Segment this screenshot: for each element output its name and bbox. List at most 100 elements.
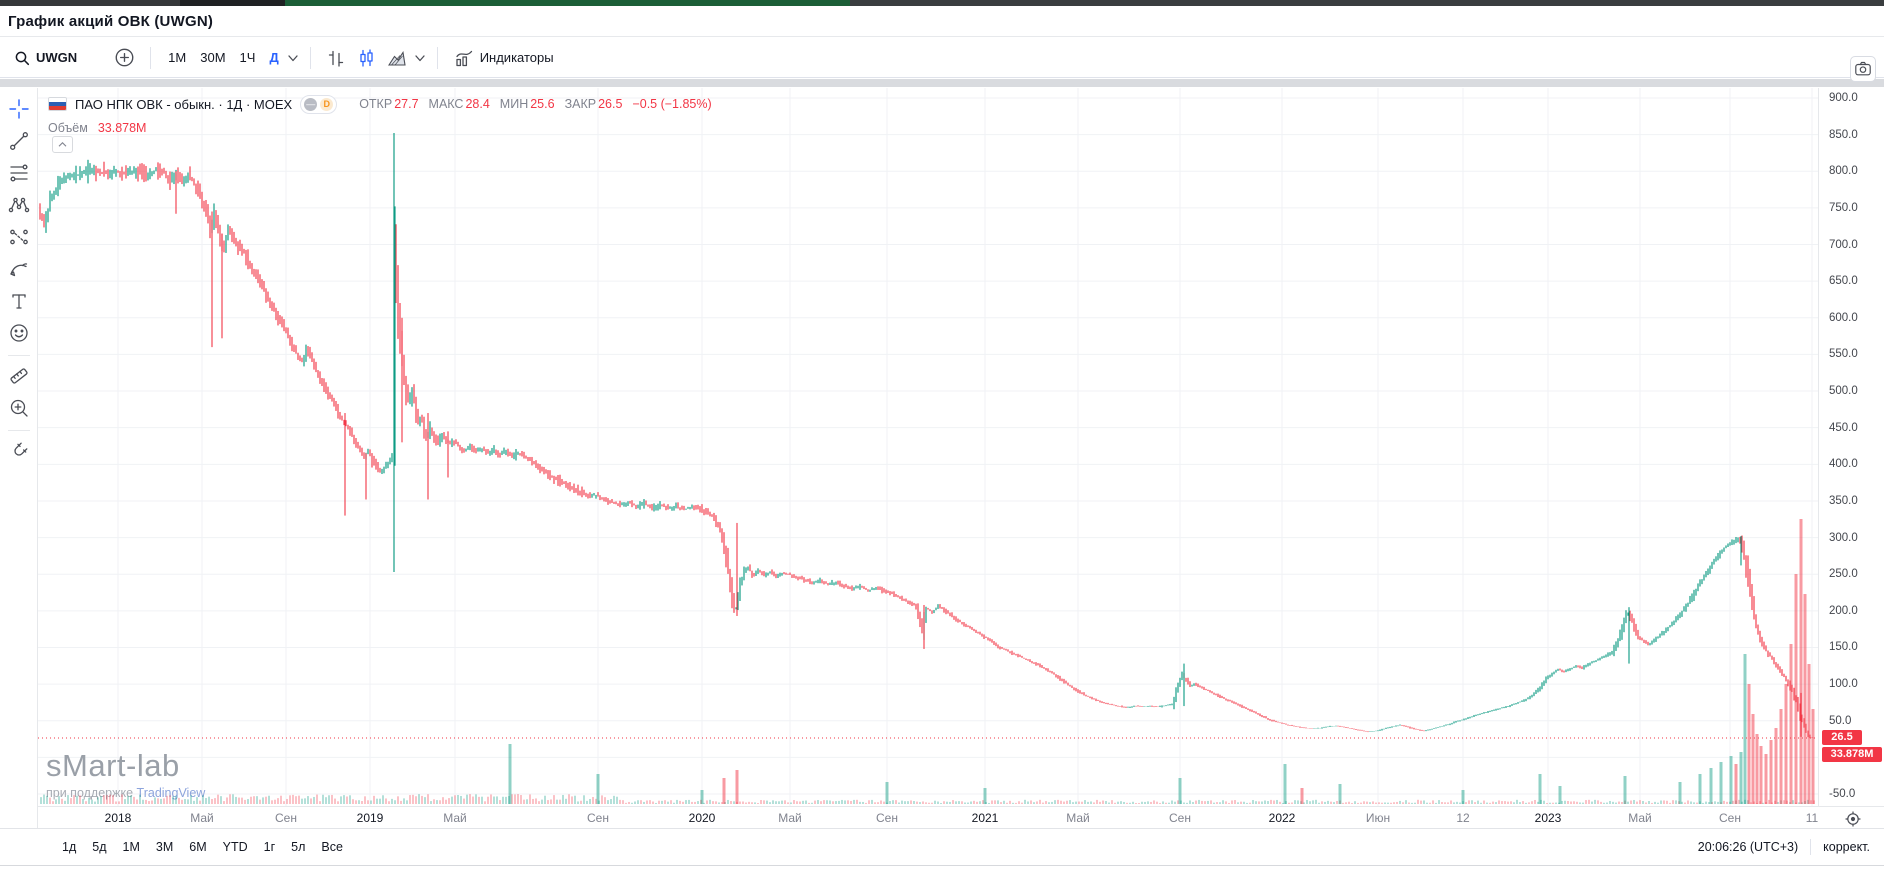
adjusted-toggle[interactable]: коррект. bbox=[1823, 840, 1870, 854]
time-tick: Сен bbox=[275, 811, 297, 825]
interval-pill[interactable]: — D bbox=[300, 94, 338, 114]
range-button-5d[interactable]: 5д bbox=[92, 840, 107, 854]
range-button-1d[interactable]: 1д bbox=[62, 840, 77, 854]
tf-button-1m[interactable]: 1М bbox=[168, 50, 187, 65]
range-button-1m[interactable]: 1М bbox=[122, 840, 140, 854]
time-axis-settings-button[interactable] bbox=[1844, 810, 1862, 828]
price-tick: 900.0 bbox=[1829, 92, 1858, 104]
brush-icon bbox=[9, 263, 27, 277]
chart-toolbar: UWGN 1М 30М 1Ч Д bbox=[0, 38, 1884, 82]
tf-button-30m[interactable]: 30М bbox=[200, 50, 226, 65]
style-candles-button[interactable] bbox=[351, 45, 381, 71]
clock[interactable]: 20:06:26 (UTC+3) bbox=[1697, 840, 1799, 854]
range-button-all[interactable]: Все bbox=[321, 840, 343, 854]
time-tick: Май bbox=[1628, 811, 1652, 825]
price-tick: 50.0 bbox=[1829, 714, 1852, 727]
indicators-icon bbox=[456, 50, 472, 66]
tool-crosshair-button[interactable] bbox=[4, 94, 34, 124]
price-tick: 350.0 bbox=[1829, 494, 1858, 507]
price-tick: 850.0 bbox=[1829, 128, 1858, 141]
timeframe-menu-button[interactable] bbox=[286, 49, 300, 67]
tf-button-1d[interactable]: Д bbox=[269, 50, 279, 65]
style-area-button[interactable] bbox=[381, 45, 413, 71]
time-tick: Сен bbox=[587, 811, 609, 825]
pane-collapse-button[interactable] bbox=[52, 136, 73, 153]
time-tick: 2022 bbox=[1268, 811, 1296, 825]
symbol-search-button[interactable]: UWGN bbox=[8, 46, 83, 70]
time-axis[interactable]: 2018 Май Сен 2019 Май Сен 2020 Май Сен 2021 Май Сен… bbox=[0, 806, 1884, 829]
time-tick: Сен bbox=[1719, 811, 1741, 825]
chart-style-group bbox=[321, 45, 427, 71]
price-tick: 300.0 bbox=[1829, 531, 1858, 544]
tool-measure-button[interactable] bbox=[4, 361, 34, 391]
screenshot-button[interactable] bbox=[1850, 56, 1876, 82]
strip-segment bbox=[0, 0, 180, 6]
style-menu-button[interactable] bbox=[413, 49, 427, 67]
horizontal-scrollbar[interactable] bbox=[0, 79, 1884, 87]
russia-flag-icon bbox=[48, 97, 67, 111]
drawing-toolbar bbox=[0, 88, 38, 828]
minus-icon: — bbox=[304, 97, 318, 111]
tool-pattern-button[interactable] bbox=[4, 190, 34, 220]
tool-brush-button[interactable] bbox=[4, 254, 34, 284]
trend-line-icon bbox=[9, 132, 28, 150]
gear-icon bbox=[1845, 811, 1861, 827]
time-tick: Сен bbox=[1169, 811, 1191, 825]
strip-segment bbox=[850, 0, 1884, 6]
time-tick: Май bbox=[190, 811, 214, 825]
sidebar-divider bbox=[7, 355, 30, 356]
style-bars-button[interactable] bbox=[321, 45, 351, 71]
range-button-1y[interactable]: 1г bbox=[263, 840, 276, 854]
tool-fib-button[interactable] bbox=[4, 158, 34, 188]
toolbar-separator bbox=[150, 46, 152, 69]
tool-zoom-in-button[interactable] bbox=[4, 393, 34, 423]
instrument-title[interactable]: ПАО НПК ОВК - обыкн. · 1Д · MOEX bbox=[75, 96, 293, 112]
browser-edge-strip bbox=[0, 0, 1884, 6]
candles-icon bbox=[360, 48, 373, 67]
time-tick: 2018 bbox=[104, 811, 132, 825]
volume-label[interactable]: Объём bbox=[48, 121, 88, 135]
tool-text-button[interactable] bbox=[4, 286, 34, 316]
time-tick: 2020 bbox=[688, 811, 716, 825]
title-bar: График акций ОВК (UWGN) bbox=[0, 6, 1884, 37]
ohlc-low: МИН 25.6 bbox=[499, 97, 555, 111]
ruler-icon bbox=[9, 368, 28, 384]
range-button-ytd[interactable]: YTD bbox=[222, 840, 248, 854]
price-tick: 250.0 bbox=[1829, 568, 1858, 581]
time-tick: Сен bbox=[876, 811, 898, 825]
volume-row: Объём 33.878M bbox=[48, 119, 712, 137]
range-button-6m[interactable]: 6М bbox=[189, 840, 207, 854]
symbol-label: UWGN bbox=[36, 50, 78, 65]
price-tick: -50.0 bbox=[1829, 788, 1856, 800]
tool-forecast-button[interactable] bbox=[4, 222, 34, 252]
time-tick: Май bbox=[778, 811, 802, 825]
area-chart-icon bbox=[387, 50, 406, 66]
timeframe-group: 1М 30М 1Ч Д bbox=[161, 46, 300, 69]
xabcd-pattern-icon bbox=[8, 197, 29, 213]
legend-main-row: ПАО НПК ОВК - обыкн. · 1Д · MOEX — D ОТК… bbox=[48, 94, 712, 114]
price-axis[interactable]: 900.0 850.0 800.0 750.0 700.0 650.0 600.0 550.0… bbox=[1818, 88, 1884, 806]
time-tick: Июн bbox=[1365, 811, 1391, 825]
range-button-3m[interactable]: 3М bbox=[155, 840, 174, 854]
tool-emoji-button[interactable] bbox=[4, 318, 34, 348]
crosshair-icon bbox=[8, 99, 29, 119]
tool-trendline-button[interactable] bbox=[4, 126, 34, 156]
tf-button-1h[interactable]: 1Ч bbox=[239, 50, 256, 65]
indicators-button[interactable]: Индикаторы bbox=[448, 45, 560, 71]
tradingview-link[interactable]: TradingView bbox=[136, 786, 206, 800]
fib-retracement-icon bbox=[9, 164, 28, 182]
bottom-bar-divider bbox=[1810, 839, 1812, 855]
tool-magnet-button[interactable] bbox=[4, 436, 34, 466]
range-button-5y[interactable]: 5л bbox=[291, 840, 306, 854]
volume-badge: 33.878M bbox=[1822, 746, 1882, 762]
magnet-icon bbox=[13, 442, 27, 456]
compare-add-button[interactable] bbox=[109, 44, 140, 71]
price-tick: 100.0 bbox=[1829, 678, 1858, 691]
time-tick: 2023 bbox=[1534, 811, 1562, 825]
time-tick: Май bbox=[443, 811, 467, 825]
volume-value: 33.878M bbox=[97, 121, 147, 135]
price-tick: 150.0 bbox=[1829, 641, 1858, 654]
